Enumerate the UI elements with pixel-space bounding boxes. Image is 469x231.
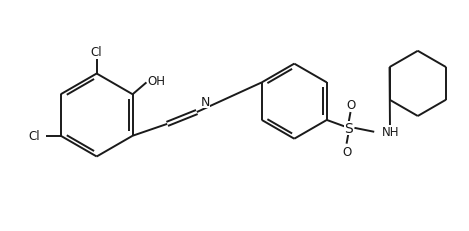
Text: O: O: [346, 98, 355, 111]
Text: NH: NH: [382, 126, 400, 139]
Text: Cl: Cl: [91, 46, 103, 59]
Text: Cl: Cl: [28, 130, 40, 143]
Text: O: O: [342, 146, 351, 158]
Text: N: N: [201, 96, 210, 109]
Text: S: S: [344, 121, 353, 135]
Text: OH: OH: [147, 75, 165, 88]
